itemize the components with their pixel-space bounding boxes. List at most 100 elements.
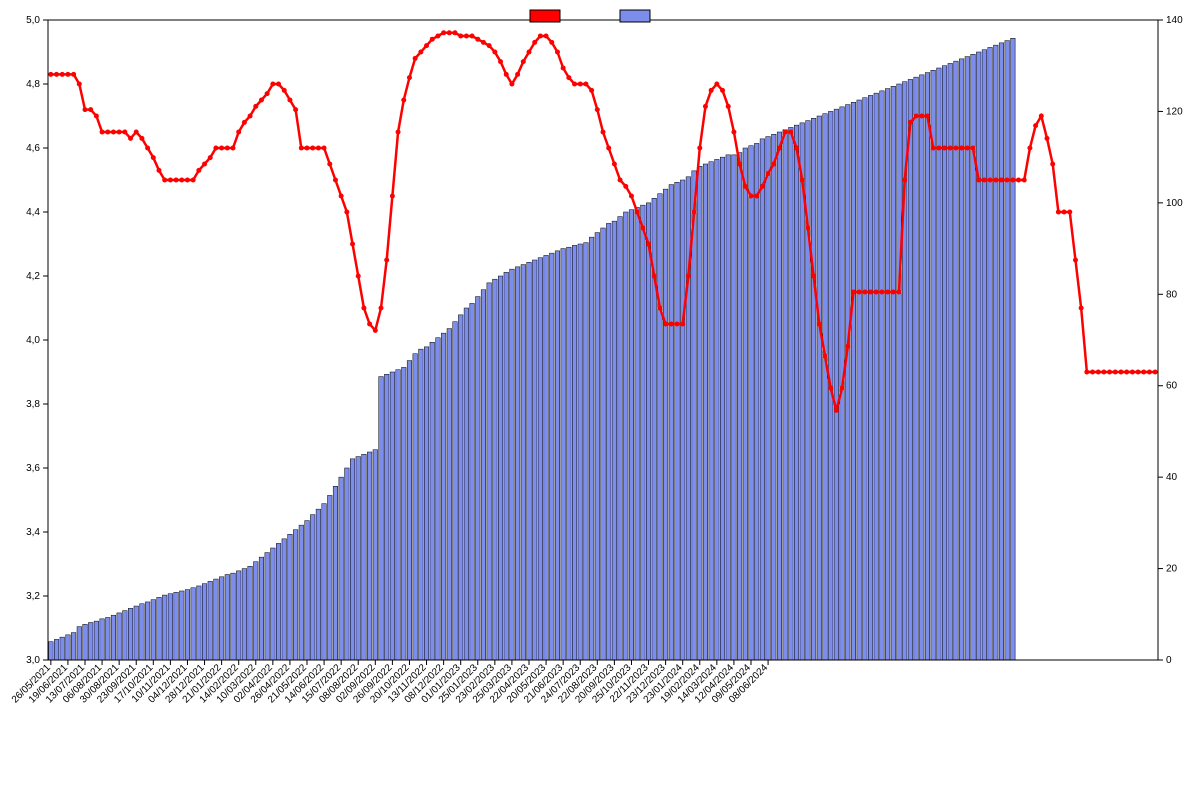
line-marker — [1124, 370, 1129, 375]
bar — [339, 477, 344, 660]
line-marker — [993, 178, 998, 183]
line-marker — [942, 146, 947, 151]
line-marker — [897, 290, 902, 295]
line-marker — [953, 146, 958, 151]
y-left-tick-label: 4,6 — [26, 143, 40, 154]
y-left-tick-label: 3,2 — [26, 591, 40, 602]
line-marker — [350, 242, 355, 247]
y-left-tick-label: 4,4 — [26, 207, 40, 218]
line-marker — [555, 50, 560, 55]
line-marker — [305, 146, 310, 151]
bar — [567, 247, 572, 660]
line-marker — [94, 114, 99, 119]
line-marker — [322, 146, 327, 151]
line-marker — [612, 162, 617, 167]
bar — [71, 633, 76, 660]
line-marker — [139, 136, 144, 141]
bar — [362, 454, 367, 660]
bar — [168, 594, 173, 660]
bar — [447, 329, 452, 660]
line-marker — [470, 34, 475, 39]
bar — [83, 624, 88, 660]
line-marker — [1147, 370, 1152, 375]
y-left-tick-label: 5,0 — [26, 15, 40, 26]
y-right-tick-label: 120 — [1166, 106, 1183, 117]
bar — [743, 148, 748, 660]
bar — [874, 93, 879, 660]
bar — [669, 185, 674, 660]
bar — [390, 372, 395, 660]
bar — [424, 347, 429, 660]
line-marker — [527, 50, 532, 55]
bar — [276, 543, 281, 660]
line-marker — [1067, 210, 1072, 215]
bar — [811, 118, 816, 660]
line-marker — [891, 290, 896, 295]
bar — [288, 534, 293, 660]
bar — [94, 621, 99, 660]
line-marker — [675, 322, 680, 327]
line-marker — [999, 178, 1004, 183]
line-marker — [845, 344, 850, 349]
bar — [760, 139, 765, 660]
line-marker — [265, 91, 270, 96]
line-marker — [817, 322, 822, 327]
y-left-tick-label: 4,2 — [26, 271, 40, 282]
bar — [908, 79, 913, 660]
line-marker — [162, 178, 167, 183]
bar — [703, 164, 708, 660]
line-marker — [213, 146, 218, 151]
line-marker — [1062, 210, 1067, 215]
line-marker — [1027, 146, 1032, 151]
bar — [948, 63, 953, 660]
bar — [601, 228, 606, 660]
bar — [373, 450, 378, 660]
line-marker — [1045, 136, 1050, 141]
bar — [1005, 41, 1010, 660]
bar — [732, 155, 737, 660]
line-marker — [549, 40, 554, 45]
line-marker — [282, 88, 287, 93]
line-marker — [635, 210, 640, 215]
bar — [834, 109, 839, 660]
line-marker — [1033, 123, 1038, 128]
bar — [954, 61, 959, 660]
line-marker — [879, 290, 884, 295]
bar — [561, 249, 566, 660]
bar — [595, 233, 600, 660]
y-left-tick-label: 4,8 — [26, 79, 40, 90]
line-marker — [754, 194, 759, 199]
bar — [436, 338, 441, 660]
bar — [453, 322, 458, 660]
line-marker — [191, 178, 196, 183]
line-marker — [589, 88, 594, 93]
line-marker — [515, 72, 520, 77]
bar — [749, 146, 754, 660]
bar — [663, 189, 668, 660]
line-marker — [680, 322, 685, 327]
bar — [771, 134, 776, 660]
line-marker — [361, 306, 366, 311]
bar — [202, 584, 207, 660]
line-marker — [367, 322, 372, 327]
line-marker — [902, 178, 907, 183]
line-marker — [202, 162, 207, 167]
line-marker — [299, 146, 304, 151]
bar — [191, 588, 196, 660]
line-marker — [1005, 178, 1010, 183]
line-marker — [623, 184, 628, 189]
line-marker — [208, 155, 213, 160]
y-right-tick-label: 60 — [1166, 381, 1178, 392]
line-marker — [771, 162, 776, 167]
line-marker — [231, 146, 236, 151]
line-marker — [481, 40, 486, 45]
line-marker — [629, 194, 634, 199]
bar — [327, 495, 332, 660]
bar — [658, 194, 663, 660]
line-marker — [65, 72, 70, 77]
line-marker — [811, 274, 816, 279]
line-marker — [396, 130, 401, 135]
line-marker — [1039, 114, 1044, 119]
bar — [618, 217, 623, 660]
line-marker — [618, 178, 623, 183]
